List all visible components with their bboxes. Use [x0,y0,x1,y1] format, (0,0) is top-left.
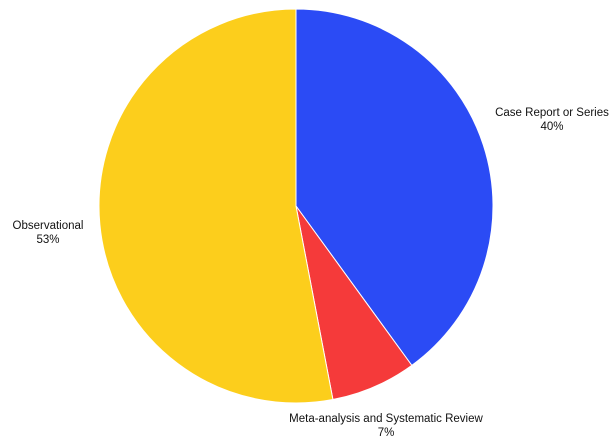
pie-slices [98,8,494,404]
slice-label-observational: Observational [13,220,84,232]
slice-percent-observational: 53% [36,234,59,246]
pie-labels: Case Report or Series 40% Meta-analysis an… [13,107,610,439]
slice-percent-case-report-or-series: 40% [540,121,563,133]
slice-label-meta-analysis-and-systematic-review: Meta-analysis and Systematic Review [289,413,483,425]
slice-percent-meta-analysis-and-systematic-review: 7% [378,427,395,439]
slice-label-case-report-or-series: Case Report or Series [495,107,609,119]
pie-slice-case-report-or-series [295,8,494,367]
pie-slice-observational [98,8,334,404]
